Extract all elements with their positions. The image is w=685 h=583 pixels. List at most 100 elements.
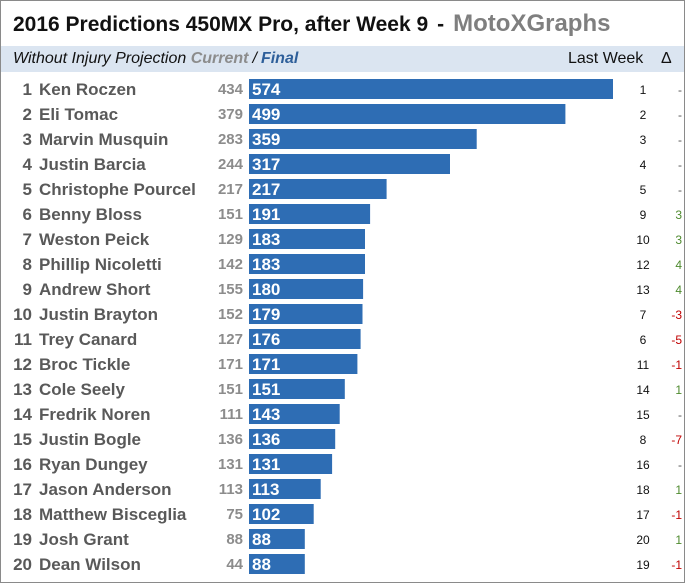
last-week-value: 1	[640, 83, 647, 97]
rank-label: 17	[13, 480, 32, 499]
last-week-value: 10	[636, 233, 650, 247]
final-points-bar	[249, 454, 333, 474]
last-week-value: 9	[640, 208, 647, 222]
rider-name: Fredrik Noren	[39, 405, 150, 424]
delta-value: -	[678, 158, 682, 172]
final-points-bar	[249, 354, 358, 374]
final-points-label: 574	[252, 80, 281, 99]
last-week-value: 14	[636, 383, 650, 397]
delta-value: -1	[671, 358, 682, 372]
title-separator: -	[437, 13, 445, 36]
current-points-label: 136	[218, 431, 243, 448]
last-week-value: 3	[640, 133, 647, 147]
delta-value: 1	[675, 483, 682, 497]
rider-name: Eli Tomac	[39, 105, 118, 124]
current-legend-label: Current	[190, 50, 249, 67]
final-points-bar	[249, 529, 305, 549]
rank-label: 9	[23, 280, 32, 299]
delta-value: -	[678, 408, 682, 422]
final-points-label: 151	[252, 380, 280, 399]
final-points-label: 191	[252, 205, 280, 224]
brand-name: MotoXGraphs	[453, 10, 611, 37]
delta-value: -5	[671, 333, 682, 347]
current-points-label: 151	[218, 206, 243, 223]
rider-name: Justin Brayton	[39, 305, 158, 324]
rank-label: 2	[23, 105, 32, 124]
delta-value: -1	[671, 558, 682, 572]
final-points-bar	[249, 79, 613, 99]
final-points-bar	[249, 129, 477, 149]
rank-label: 15	[13, 430, 32, 449]
rider-name: Josh Grant	[39, 530, 129, 549]
final-points-label: 176	[252, 330, 280, 349]
last-week-header: Last Week	[568, 50, 644, 67]
final-points-label: 183	[252, 255, 280, 274]
title-text: 2016 Predictions 450MX Pro, after Week 9	[13, 13, 429, 36]
rider-name: Broc Tickle	[39, 355, 130, 374]
current-points-label: 379	[218, 106, 243, 123]
delta-value: 3	[675, 233, 682, 247]
rank-label: 16	[13, 455, 32, 474]
last-week-value: 8	[640, 433, 647, 447]
delta-value: -	[678, 83, 682, 97]
current-points-label: 152	[218, 306, 243, 323]
final-points-label: 171	[252, 355, 280, 374]
rider-name: Marvin Musquin	[39, 130, 168, 149]
final-points-bar	[249, 329, 361, 349]
current-points-label: 283	[218, 131, 243, 148]
final-points-bar	[249, 279, 364, 299]
current-points-label: 131	[218, 456, 243, 473]
final-points-label: 136	[252, 430, 280, 449]
final-points-label: 359	[252, 130, 280, 149]
delta-value: -7	[671, 433, 682, 447]
delta-value: -	[678, 183, 682, 197]
delta-value: 3	[675, 208, 682, 222]
current-points-label: 127	[218, 331, 243, 348]
rider-name: Ryan Dungey	[39, 455, 148, 474]
final-points-bar	[249, 504, 314, 524]
final-points-label: 88	[252, 555, 271, 574]
final-points-bar	[249, 179, 387, 199]
final-points-label: 179	[252, 305, 280, 324]
last-week-value: 15	[636, 408, 650, 422]
final-points-label: 113	[252, 480, 279, 499]
delta-value: 4	[675, 283, 682, 297]
delta-value: -	[678, 108, 682, 122]
rank-label: 1	[23, 80, 32, 99]
delta-value: -1	[671, 508, 682, 522]
rank-label: 18	[13, 505, 32, 524]
current-points-label: 44	[226, 556, 243, 573]
final-points-label: 143	[252, 405, 280, 424]
final-points-bar	[249, 304, 363, 324]
final-points-bar	[249, 429, 336, 449]
final-points-label: 102	[252, 505, 280, 524]
current-points-label: 244	[218, 156, 244, 173]
final-points-label: 131	[252, 455, 280, 474]
projection-legend: Without Injury Projection Current / Final	[13, 50, 298, 68]
rank-label: 20	[13, 555, 32, 574]
current-points-label: 88	[226, 531, 243, 548]
final-points-label: 217	[252, 180, 280, 199]
legend-slash: /	[252, 50, 257, 67]
delta-value: -	[678, 458, 682, 472]
final-points-bar	[249, 229, 365, 249]
current-points-label: 171	[218, 356, 243, 373]
final-points-label: 183	[252, 230, 280, 249]
rider-name: Andrew Short	[39, 280, 151, 299]
last-week-value: 2	[640, 108, 647, 122]
last-week-value: 17	[636, 508, 650, 522]
rank-label: 10	[13, 305, 32, 324]
current-points-label: 142	[218, 256, 243, 273]
delta-header: Δ	[661, 50, 672, 67]
rank-label: 14	[13, 405, 32, 424]
final-points-bar	[249, 204, 371, 224]
rider-name: Trey Canard	[39, 330, 137, 349]
rider-name: Phillip Nicoletti	[39, 255, 162, 274]
final-points-bar	[249, 554, 305, 574]
last-week-value: 7	[640, 308, 647, 322]
rank-label: 8	[23, 255, 32, 274]
delta-value: 4	[675, 258, 682, 272]
rank-label: 5	[23, 180, 32, 199]
final-points-bar	[249, 404, 340, 424]
